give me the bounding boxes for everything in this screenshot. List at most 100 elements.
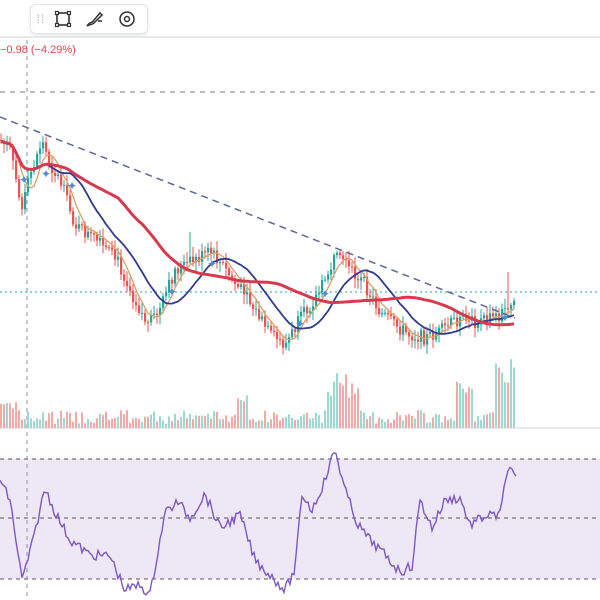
candle-body-6 [18, 179, 21, 198]
candle-body-122 [366, 277, 369, 296]
candle-body-66 [198, 256, 201, 262]
candle-body-91 [273, 330, 276, 333]
candle-body-116 [348, 260, 351, 267]
descending-trendline[interactable] [0, 116, 516, 319]
volume-bar-150 [450, 418, 452, 428]
volume-bar-109 [327, 391, 329, 428]
brush-tool-button[interactable] [79, 5, 111, 33]
volume-bar-137 [411, 415, 413, 428]
candle-body-17 [51, 165, 54, 174]
volume-bar-120 [360, 410, 362, 428]
volume-bar-169 [507, 382, 509, 428]
volume-bar-116 [348, 397, 350, 428]
volume-bar-25 [75, 411, 77, 428]
candle-body-161 [483, 315, 486, 319]
volume-bar-101 [303, 414, 305, 428]
volume-bar-140 [420, 410, 422, 428]
volume-bar-77 [231, 416, 233, 428]
volume-bar-41 [123, 414, 125, 428]
volume-bar-103 [309, 418, 311, 428]
candle-body-64 [192, 256, 195, 263]
crossover-marker-3: ✦ [167, 285, 177, 299]
candle-body-46 [138, 305, 141, 314]
candle-body-87 [261, 316, 264, 320]
drawing-toolbar: ⁞⁞ [30, 4, 148, 34]
rectangle-tool-icon [54, 10, 72, 28]
volume-bar-95 [285, 417, 287, 428]
volume-bar-70 [210, 418, 212, 428]
candle-body-36 [108, 247, 111, 249]
volume-bar-65 [195, 415, 197, 428]
settings-button[interactable] [111, 5, 143, 33]
candle-body-42 [126, 280, 129, 287]
volume-bar-45 [135, 417, 137, 428]
candle-body-127 [381, 312, 384, 315]
volume-bar-158 [474, 421, 476, 428]
candle-body-47 [141, 312, 144, 314]
candle-body-131 [393, 316, 396, 320]
volume-bar-159 [477, 415, 479, 428]
volume-bar-171 [513, 367, 515, 428]
volume-bar-115 [345, 374, 347, 428]
volume-bar-157 [471, 388, 473, 428]
volume-bar-40 [120, 410, 122, 428]
volume-bar-124 [372, 412, 374, 428]
volume-bar-52 [156, 421, 158, 428]
volume-bar-133 [399, 415, 401, 428]
volume-bar-146 [438, 414, 440, 428]
candle-body-130 [390, 314, 393, 317]
candle-body-98 [294, 329, 297, 332]
volume-bar-54 [162, 420, 164, 428]
grip-icon[interactable]: ⁞⁞ [36, 12, 46, 26]
volume-bar-1 [3, 404, 5, 428]
candle-body-124 [372, 296, 375, 298]
volume-bar-38 [114, 418, 116, 428]
volume-bar-55 [165, 423, 167, 428]
candle-body-25 [75, 224, 78, 229]
candle-body-121 [363, 277, 366, 279]
candle-body-89 [267, 325, 270, 327]
volume-bar-135 [405, 415, 407, 428]
candle-body-56 [168, 279, 171, 293]
candle-body-45 [135, 302, 138, 306]
volume-bar-17 [51, 411, 53, 428]
candle-body-40 [120, 256, 123, 275]
candle-body-110 [330, 269, 333, 275]
candle-body-97 [291, 329, 294, 338]
volume-bar-126 [378, 417, 380, 428]
volume-bars [0, 359, 515, 428]
rectangle-tool-button[interactable] [47, 5, 79, 33]
crossover-marker-4: ✦ [207, 257, 217, 271]
candle-body-43 [129, 286, 132, 291]
candle-body-19 [57, 174, 60, 176]
volume-bar-24 [72, 421, 74, 428]
volume-bar-114 [342, 385, 344, 428]
candle-body-90 [270, 325, 273, 331]
volume-bar-30 [90, 422, 92, 428]
candle-body-101 [303, 307, 306, 312]
candle-body-115 [345, 259, 348, 261]
crossover-marker-5: ✦ [295, 317, 305, 331]
volume-bar-131 [393, 419, 395, 428]
candle-body-75 [225, 262, 228, 269]
candle-body-159 [477, 324, 480, 328]
candle-body-83 [249, 292, 252, 305]
volume-bar-127 [381, 418, 383, 428]
candle-body-41 [123, 274, 126, 281]
volume-bar-163 [489, 412, 491, 428]
volume-bar-47 [141, 421, 143, 428]
candle-body-107 [321, 280, 324, 293]
brush-tool-icon [86, 11, 104, 27]
volume-bar-151 [453, 420, 455, 428]
volume-bar-23 [69, 412, 71, 428]
candle-body-145 [435, 334, 438, 340]
candle-body-152 [456, 317, 459, 327]
candle-body-12 [36, 153, 39, 167]
candle-body-60 [180, 264, 183, 274]
candle-body-49 [147, 321, 150, 323]
candle-body-129 [387, 312, 390, 315]
candle-body-82 [246, 292, 249, 295]
candle-body-132 [396, 319, 399, 327]
volume-bar-76 [228, 421, 230, 428]
